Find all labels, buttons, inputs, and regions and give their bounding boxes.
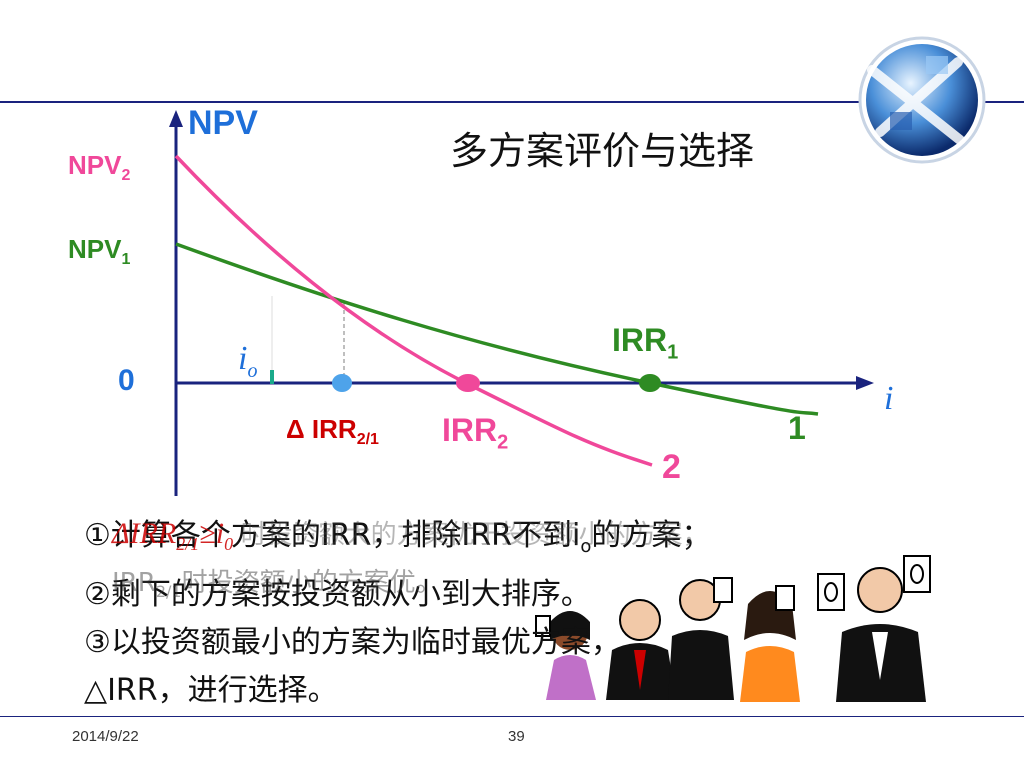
npv2-label: NPV2	[68, 150, 131, 185]
npv1-label: NPV1	[68, 234, 131, 269]
irr1-point	[639, 374, 661, 392]
x-axis-arrow	[856, 376, 874, 390]
header-rule	[0, 101, 1024, 103]
io-label: io	[238, 340, 258, 382]
footer-date: 2014/9/22	[72, 728, 139, 745]
bullet-2: ②剩下的方案按投资额从小到大排序。	[84, 577, 591, 612]
origin-label: 0	[118, 364, 135, 397]
bullet-4: △IRR，进行选择。	[84, 673, 338, 708]
irr2-label: IRR2	[442, 412, 509, 454]
overlay-rule-line-2: IRR2/1时投资额小的方案优。	[112, 568, 442, 602]
bullet-3: ③以投资额最小的方案为临时最优方案，	[84, 625, 621, 660]
bullet-1: ①计算各个方案的IRR，排除IRR不到io的方案；	[84, 518, 712, 557]
overlay-rule-line-1: ΔIRR2/1≥i0 时投资额大的方案优于投资额小的方案，	[112, 517, 709, 554]
y-axis-arrow	[169, 110, 183, 127]
page-number: 39	[508, 728, 525, 745]
curve-2	[174, 154, 653, 467]
x-axis-label: i	[884, 380, 894, 417]
irr1-label: IRR1	[612, 322, 679, 364]
curve-1-label: 1	[788, 410, 806, 446]
curve-2-label: 2	[662, 448, 681, 486]
delta-irr-point	[332, 374, 352, 392]
bullet-list: ①计算各个方案的IRR，排除IRR不到io的方案； ②剩下的方案按投资额从小到大…	[84, 512, 711, 715]
slide-title: 多方案评价与选择	[450, 129, 755, 173]
irr2-point	[456, 374, 480, 392]
footer-rule	[0, 716, 1024, 717]
curve-1	[175, 242, 819, 416]
y-axis-label: NPV	[188, 104, 258, 142]
delta-irr-label: Δ IRR2/1	[286, 414, 379, 449]
